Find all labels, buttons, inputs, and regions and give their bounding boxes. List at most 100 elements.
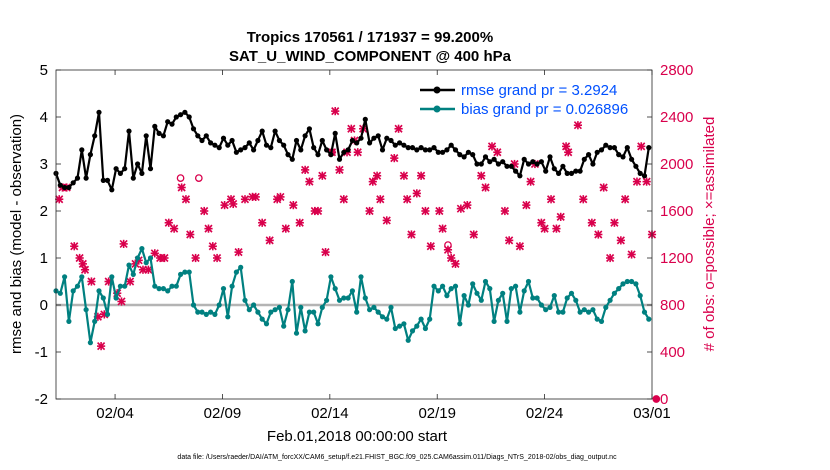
bias-point [358, 274, 364, 280]
bias-point [96, 288, 102, 294]
bias-point [560, 309, 566, 315]
bias-point [547, 304, 553, 310]
y-axis-label-left: rmse and bias (model - observation) [8, 114, 25, 354]
rmse-point [96, 109, 102, 115]
rmse-point [100, 177, 106, 183]
obs-assimilated-marker [186, 230, 195, 239]
rmse-point [332, 130, 338, 136]
rmse-point [551, 166, 557, 172]
bias-point [491, 318, 497, 324]
rmse-point [448, 142, 454, 148]
obs-assimilated-marker [540, 224, 549, 233]
obs-assimilated-marker [281, 224, 290, 233]
rmse-point [521, 156, 527, 162]
obs-assimilated-marker [552, 224, 561, 233]
rmse-point [530, 159, 536, 165]
rmse-point [564, 170, 570, 176]
rmse-point [122, 166, 128, 172]
bias-point [422, 325, 428, 332]
rmse-point [104, 177, 111, 183]
bias-point [409, 328, 416, 334]
bias-point [246, 307, 252, 313]
bias-point [551, 293, 557, 299]
rmse-point [268, 145, 274, 151]
rmse-point [633, 163, 639, 169]
rmse-point [431, 145, 437, 151]
rmse-point [83, 175, 89, 181]
bias-point [461, 293, 467, 299]
bias-point [349, 288, 355, 294]
rmse-point [603, 142, 609, 148]
rmse-point [358, 135, 364, 141]
obs-assimilated-marker [305, 177, 314, 186]
rmse-point [534, 161, 540, 167]
rmse-point [74, 175, 81, 181]
bias-point [87, 340, 93, 346]
rmse-point [251, 147, 257, 153]
obs-possible-marker [652, 395, 661, 403]
rmse-point [487, 159, 493, 165]
bias-point [130, 271, 136, 277]
bias-point [289, 278, 295, 285]
obs-assimilated-marker [500, 206, 509, 216]
left-tick-label: 2 [40, 203, 48, 220]
obs-assimilated-marker [469, 230, 478, 239]
rmse-point [178, 112, 184, 118]
bias-point [311, 309, 317, 315]
bias-point [139, 246, 145, 252]
bias-point [375, 309, 381, 315]
rmse-point [500, 159, 506, 165]
bias-point [586, 309, 592, 315]
obs-assimilated-marker [265, 236, 274, 245]
rmse-point [143, 133, 149, 139]
obs-assimilated-marker [456, 204, 465, 213]
rmse-point [495, 161, 501, 167]
bias-point [538, 302, 545, 308]
obs-assimilated-marker [200, 206, 209, 216]
obs-assimilated-marker [417, 171, 426, 180]
bias-point [62, 274, 68, 280]
rmse-point [79, 147, 85, 153]
bias-point [57, 290, 63, 296]
rmse-point [126, 128, 132, 134]
rmse-point [57, 182, 63, 188]
obs-assimilated-marker [335, 165, 344, 174]
bias-point [345, 295, 351, 301]
rmse-point [135, 161, 141, 167]
rmse-point [375, 133, 381, 139]
bias-point [324, 297, 330, 303]
bias-point [379, 314, 386, 320]
obs-assimilated-marker [220, 201, 229, 210]
obs-assimilated-marker [412, 189, 421, 198]
rmse-point [345, 147, 351, 153]
x-tick-label: 03/01 [633, 405, 671, 422]
bias-point [465, 302, 471, 308]
rmse-point [556, 170, 562, 176]
rmse-point [384, 135, 390, 141]
bias-series [53, 246, 652, 346]
obs-assimilated-marker [164, 218, 173, 227]
bias-point [427, 316, 433, 322]
obs-assimilated-marker [353, 148, 362, 157]
bias-point [418, 316, 424, 322]
rmse-point [293, 137, 300, 144]
bias-point [556, 309, 562, 315]
right-y-axis: 0 400 800 1200 1600 2000 2400 2800 [647, 62, 693, 408]
rmse-point [581, 156, 587, 162]
bias-point [414, 323, 420, 329]
rmse-point [388, 137, 394, 144]
obs-assimilated-marker [447, 253, 456, 263]
bias-point [298, 304, 304, 310]
rmse-point [392, 142, 398, 148]
bias-point [482, 278, 489, 285]
rmse-point [311, 145, 317, 151]
obs-assimilated-marker [80, 265, 90, 274]
obs-assimilated-marker [276, 192, 285, 201]
right-tick-label: 1200 [660, 250, 693, 267]
obs-assimilated-marker [318, 171, 327, 180]
bias-point [611, 290, 618, 296]
rmse-point [259, 128, 265, 134]
rmse-point [598, 147, 605, 153]
obs-assimilated-marker [594, 230, 603, 239]
bias-point [440, 283, 446, 289]
